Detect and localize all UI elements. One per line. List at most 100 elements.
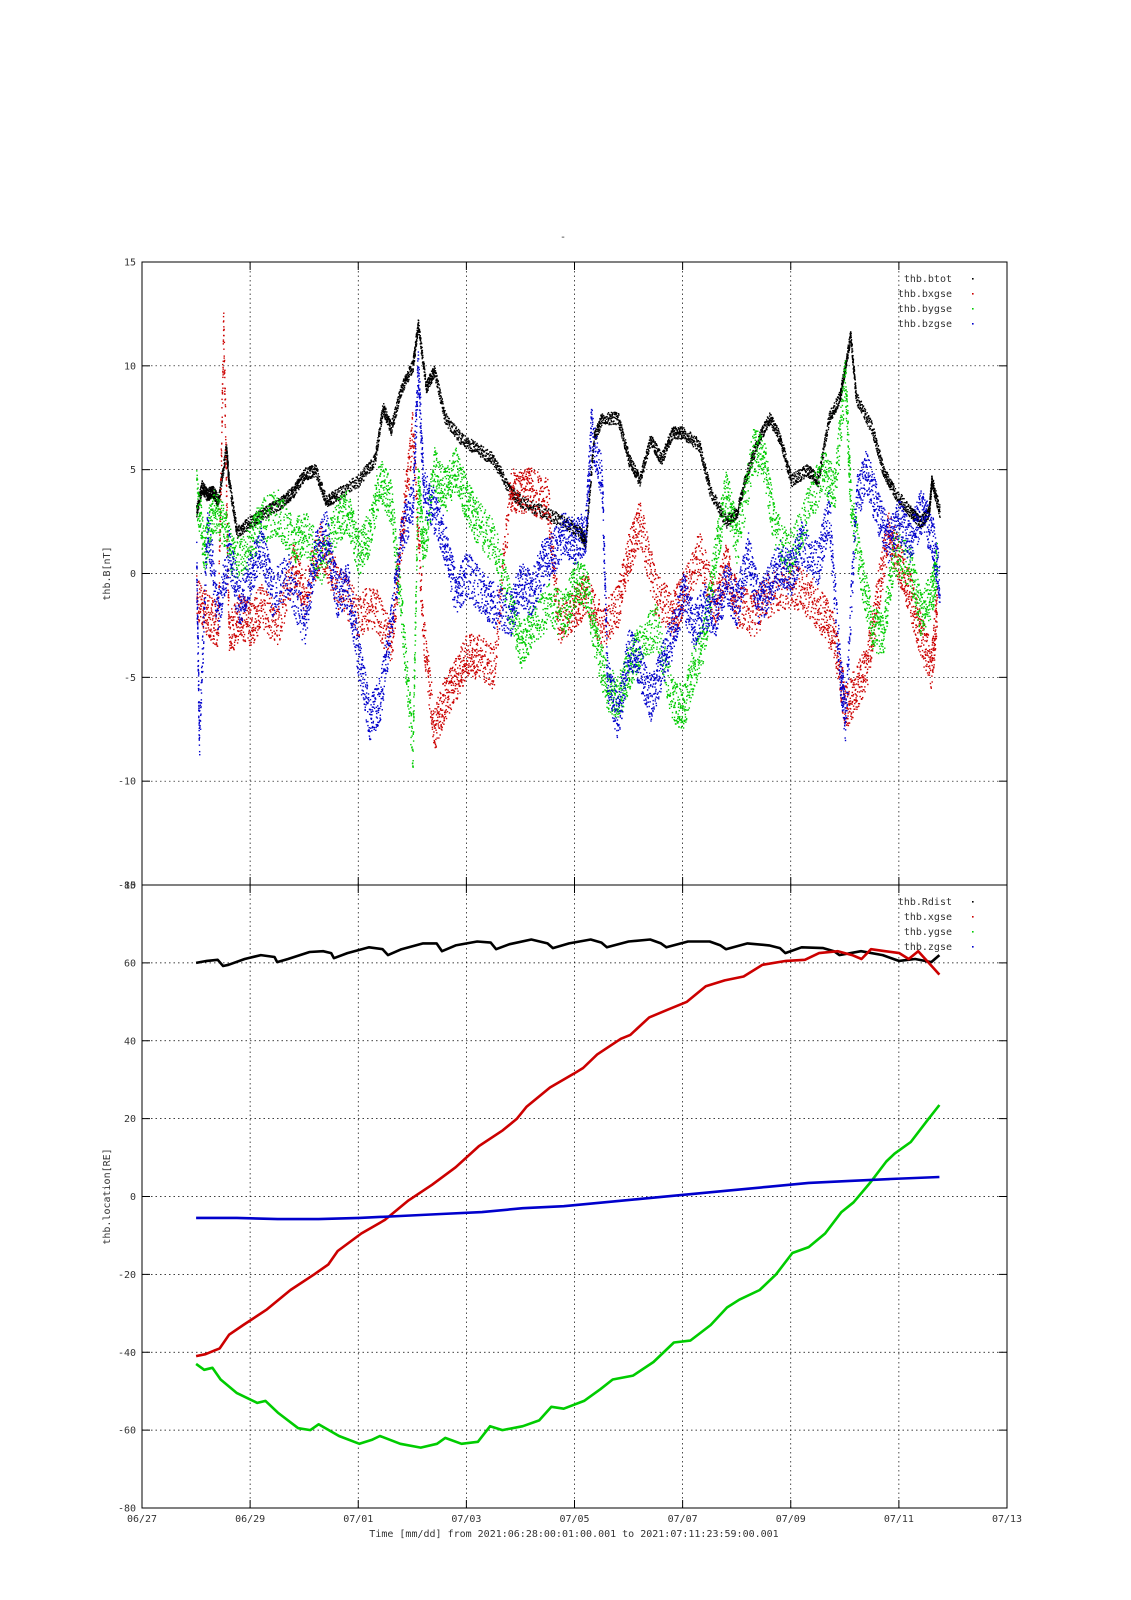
data-point [351,478,353,480]
data-point [278,497,280,500]
data-point [291,492,294,495]
data-point [216,503,218,505]
data-point [426,391,428,393]
data-point [689,441,691,444]
data-point [368,469,371,472]
data-point [615,412,618,414]
data-point [492,463,494,465]
data-point [325,502,328,504]
data-point [282,501,285,503]
data-point [232,507,235,509]
data-point [413,355,415,357]
data-point [424,385,427,388]
data-point [561,515,564,517]
data-point [374,457,376,459]
data-point [224,448,227,451]
data-point [461,437,463,439]
data-point [441,402,443,404]
data-point [443,406,445,409]
data-point [214,495,216,497]
data-point [493,463,495,466]
data-point [499,472,501,474]
data-point [307,467,309,469]
data-point [807,465,809,467]
data-point [221,481,223,483]
data-point [460,435,463,437]
data-point [690,432,692,434]
data-point [478,448,481,451]
data-point [305,467,307,470]
data-point [326,495,328,498]
data-point [480,449,483,451]
data-point [486,448,489,451]
data-point [412,369,414,371]
data-point [824,444,827,446]
data-point [664,456,667,458]
data-point [712,495,715,497]
data-point [426,381,428,384]
data-point [427,388,429,391]
data-point [420,347,422,350]
data-point [206,491,208,493]
data-point [826,429,828,432]
data-point [231,502,233,504]
data-point [283,496,285,498]
data-point [607,412,610,414]
data-point [472,441,474,444]
data-point [244,527,246,529]
data-point [700,446,703,449]
data-point [823,449,825,451]
data-point [439,390,441,392]
data-point [384,413,386,416]
data-point [650,437,652,439]
data-point [309,465,311,468]
data-point [365,464,368,466]
data-point [300,477,302,479]
data-point [306,475,309,477]
data-point [312,471,314,474]
data-point [279,504,281,506]
data-point [269,505,271,507]
data-point [500,474,503,477]
data-point [308,475,310,477]
data-point [435,372,438,374]
data-point [795,475,798,478]
data-point [304,477,306,479]
data-point [707,477,710,480]
data-point [427,377,430,379]
data-point [209,488,211,491]
data-point [474,449,476,452]
data-point [303,474,306,476]
data-point [230,500,233,503]
data-point [345,490,347,492]
data-point [588,501,591,503]
data-point [476,442,478,445]
data-point [455,428,457,430]
data-point [264,516,267,518]
data-point [294,494,296,496]
data-point [340,486,342,489]
data-point [321,492,324,494]
data-point [353,485,356,487]
data-point [382,408,384,410]
data-point [554,513,556,515]
data-point [201,486,204,489]
data-point [227,469,229,472]
data-point [305,477,307,480]
data-point [523,500,525,503]
data-point [291,496,293,498]
data-point [412,370,414,372]
data-point [276,509,278,512]
data-point [392,415,395,417]
data-point [203,490,205,492]
data-point [347,487,349,490]
data-point [686,441,688,443]
data-point [451,422,454,424]
data-point [350,484,352,486]
data-point [367,466,370,469]
data-point [235,531,238,533]
data-point [656,444,658,447]
data-point [478,451,480,454]
data-point [221,479,223,482]
data-point [463,439,466,441]
